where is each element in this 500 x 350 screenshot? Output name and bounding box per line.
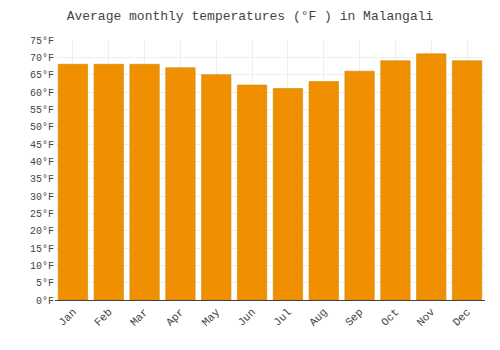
- svg-text:Dec: Dec: [451, 306, 473, 328]
- svg-text:30°F: 30°F: [30, 192, 54, 203]
- svg-text:Jan: Jan: [56, 306, 78, 328]
- svg-text:May: May: [200, 306, 223, 329]
- svg-text:Apr: Apr: [164, 306, 186, 328]
- svg-text:Feb: Feb: [92, 306, 114, 328]
- svg-text:35°F: 35°F: [30, 174, 54, 185]
- svg-text:75°F: 75°F: [30, 36, 54, 47]
- svg-text:Jun: Jun: [236, 306, 258, 328]
- svg-text:10°F: 10°F: [30, 261, 54, 272]
- svg-text:0°F: 0°F: [36, 296, 54, 307]
- svg-text:Nov: Nov: [415, 306, 438, 329]
- svg-text:65°F: 65°F: [30, 70, 54, 81]
- svg-text:Aug: Aug: [307, 306, 329, 328]
- svg-text:Mar: Mar: [128, 306, 150, 328]
- svg-text:Average monthly temperatures (: Average monthly temperatures (°F ) in Ma…: [67, 9, 434, 24]
- svg-text:40°F: 40°F: [30, 157, 54, 168]
- svg-text:20°F: 20°F: [30, 226, 54, 237]
- svg-text:5°F: 5°F: [36, 278, 54, 289]
- svg-text:45°F: 45°F: [30, 140, 54, 151]
- svg-text:Oct: Oct: [379, 306, 401, 328]
- svg-text:50°F: 50°F: [30, 122, 54, 133]
- svg-text:70°F: 70°F: [30, 53, 54, 64]
- svg-text:60°F: 60°F: [30, 88, 54, 99]
- svg-text:Jul: Jul: [271, 306, 293, 328]
- svg-text:15°F: 15°F: [30, 244, 54, 255]
- svg-text:55°F: 55°F: [30, 105, 54, 116]
- svg-text:Sep: Sep: [343, 306, 365, 328]
- svg-text:25°F: 25°F: [30, 209, 54, 220]
